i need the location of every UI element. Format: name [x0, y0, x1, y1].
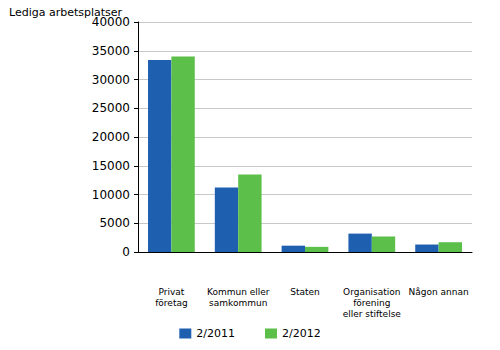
svg-text:2/2011: 2/2011: [196, 327, 235, 340]
svg-text:15000: 15000: [92, 159, 130, 173]
svg-text:5000: 5000: [99, 216, 130, 230]
svg-text:35000: 35000: [92, 44, 130, 58]
svg-text:Lediga arbetsplatser: Lediga arbetsplatser: [9, 6, 123, 19]
svg-text:företag: företag: [155, 298, 187, 308]
svg-text:samkommun: samkommun: [209, 298, 267, 308]
svg-text:eller stiftelse: eller stiftelse: [343, 309, 402, 319]
svg-text:20000: 20000: [92, 130, 130, 144]
svg-text:0: 0: [122, 245, 130, 259]
svg-text:25000: 25000: [92, 101, 130, 115]
svg-text:40000: 40000: [91, 15, 130, 29]
svg-text:förening: förening: [353, 298, 390, 308]
svg-text:Kommun eller: Kommun eller: [207, 287, 270, 297]
svg-text:10000: 10000: [92, 188, 130, 202]
svg-text:2/2012: 2/2012: [282, 327, 321, 340]
svg-text:Privat: Privat: [158, 287, 184, 297]
svg-text:Organisation: Organisation: [343, 287, 401, 297]
svg-text:30000: 30000: [92, 73, 130, 87]
svg-text:Någon annan: Någon annan: [409, 287, 469, 297]
svg-text:Staten: Staten: [290, 287, 320, 297]
